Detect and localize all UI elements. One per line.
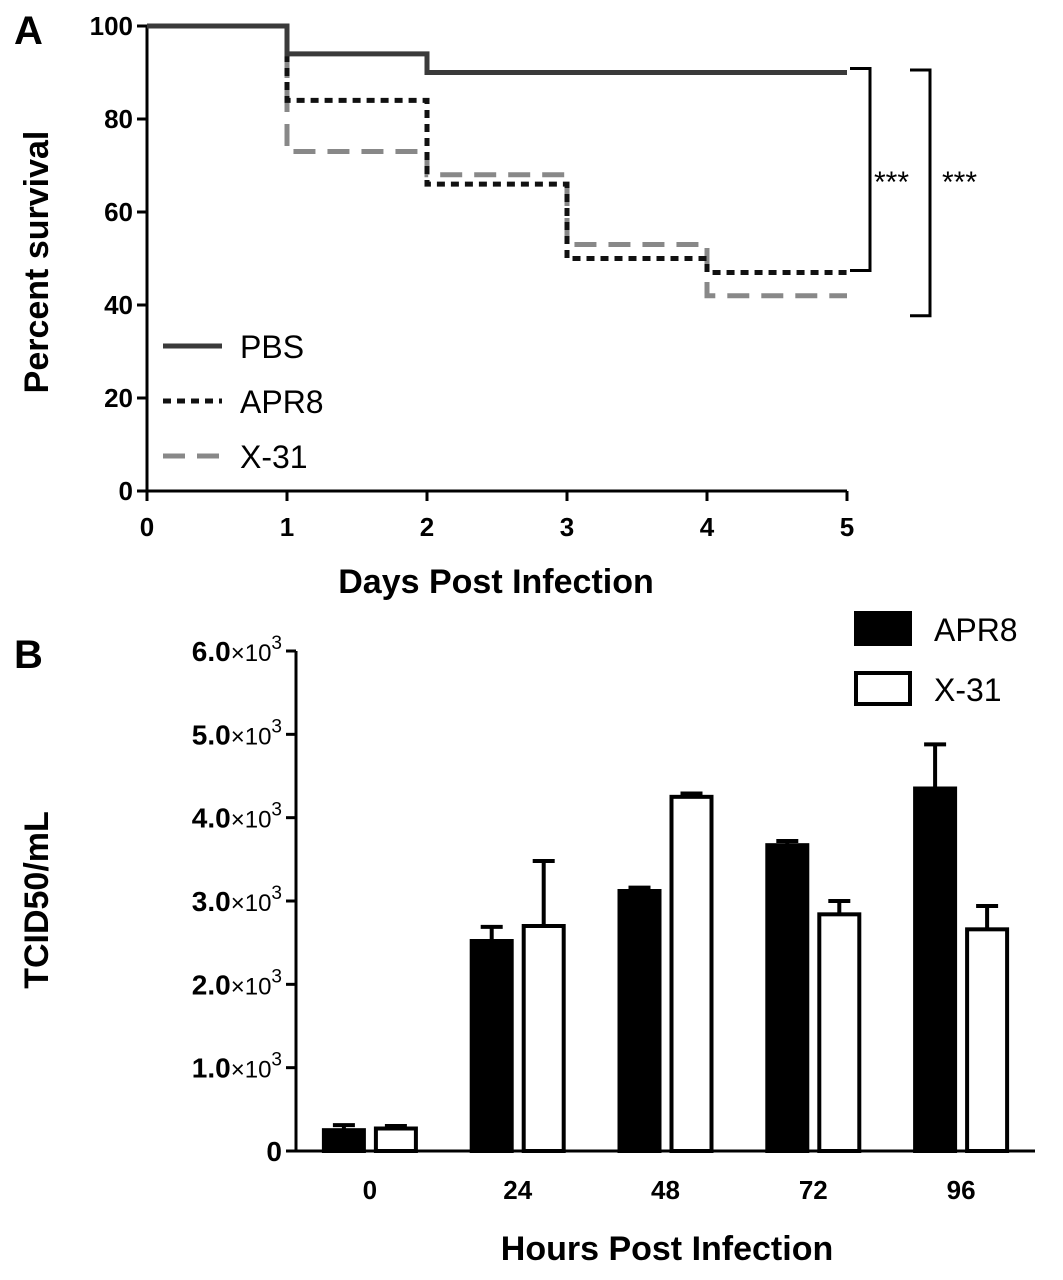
panel-b-x-tick-label: 24 [503, 1175, 532, 1205]
panel-b-bars [321, 742, 1010, 1154]
panel-a-series [147, 23, 847, 299]
panel-a-y-axis-title: Percent survival [18, 131, 56, 394]
panel-b-y-tick-label: 0 [266, 1136, 282, 1167]
bar-apr8-0 [321, 1128, 366, 1153]
panel-a-significance: *** *** [850, 67, 977, 318]
panel-b-y-tick-label: 2.0×103 [192, 966, 282, 1000]
panel-a-x-tick-label: 1 [280, 512, 294, 542]
panel-a-x-tick-label: 2 [420, 512, 434, 542]
panel-b-x-tick-label: 0 [363, 1175, 377, 1205]
panel-a-legend: PBS APR8 X-31 [163, 329, 324, 475]
series-line-x-31 [147, 23, 847, 299]
significance-stars-pbs-x31: *** [942, 166, 977, 199]
panel-a-y-tick-label: 40 [104, 290, 133, 320]
legend-label-x-31: X-31 [240, 439, 308, 475]
panel-b-letter: B [14, 633, 43, 677]
panel-b-bar-chart: B TCID50/mL Hours Post Infection 0 1.0×10… [14, 611, 1035, 1268]
panel-a-x-tick-label: 5 [840, 512, 854, 542]
bar-apr8-96 [913, 786, 958, 1153]
bar-x-31-72 [817, 912, 862, 1153]
bar-x-31-96 [965, 927, 1010, 1153]
panel-a-survival-chart: A Percent survival Days Post Infection 0… [14, 9, 977, 601]
significance-stars-pbs-apr8: *** [874, 166, 909, 199]
panel-a-letter: A [14, 9, 43, 53]
panel-a-x-tick-label: 3 [560, 512, 574, 542]
panel-b-x-tick-label: 96 [947, 1175, 976, 1205]
panel-a-x-axis-title: Days Post Infection [338, 563, 654, 601]
bar-x-31-48 [669, 794, 714, 1153]
panel-b-x-tick-label: 72 [799, 1175, 828, 1205]
bar-x-31-24 [521, 924, 566, 1153]
panel-b-y-axis-title: TCID50/mL [18, 811, 56, 989]
panel-a-x-tick-label: 4 [700, 512, 715, 542]
legend-label-pbs: PBS [240, 329, 304, 365]
panel-b-y-tick-label: 4.0×103 [192, 800, 282, 834]
legend-label-x-31: X-31 [934, 672, 1002, 708]
panel-a-y-tick-label: 60 [104, 197, 133, 227]
significance-bracket-pbs-apr8 [850, 67, 872, 272]
panel-b-y-tick-label: 6.0×103 [192, 633, 282, 667]
panel-b-legend: APR8 X-31 [854, 611, 1018, 708]
panel-b-y-tick-label: 3.0×103 [192, 883, 282, 917]
panel-a-y-tick-label: 20 [104, 383, 133, 413]
bar-apr8-48 [617, 889, 662, 1153]
bar-apr8-24 [469, 939, 514, 1153]
panel-b-x-tick-label: 48 [651, 1175, 680, 1205]
panel-a-y-tick-label: 80 [104, 104, 133, 134]
panel-b-x-axis-title: Hours Post Infection [501, 1230, 833, 1268]
bar-apr8-72 [765, 843, 810, 1154]
legend-swatch-apr8 [854, 611, 912, 646]
panel-b-y-tick-label: 1.0×103 [192, 1050, 282, 1084]
legend-swatch-x-31 [854, 671, 912, 706]
panel-b-axes: 0 1.0×103 2.0×103 3.0×103 4.0×103 5.0×103 6.0×… [192, 633, 1035, 1205]
series-line-apr8 [147, 23, 847, 275]
panel-a-y-tick-label: 0 [119, 476, 133, 506]
panel-a-axes: 0 20 40 60 80 100 0 1 2 3 4 5 [90, 11, 855, 542]
significance-bracket-pbs-x31 [910, 68, 932, 318]
legend-label-apr8: APR8 [240, 384, 324, 420]
panel-b-y-tick-label: 5.0×103 [192, 716, 282, 750]
series-line-pbs [147, 23, 847, 75]
legend-label-apr8: APR8 [934, 612, 1018, 648]
panel-a-y-tick-label: 100 [90, 11, 133, 41]
panel-a-x-tick-label: 0 [140, 512, 154, 542]
bar-x-31-0 [373, 1126, 418, 1153]
